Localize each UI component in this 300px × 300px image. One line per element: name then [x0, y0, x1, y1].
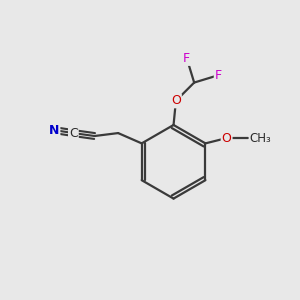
Text: C: C [69, 127, 78, 140]
Text: N: N [49, 124, 59, 136]
Text: CH₃: CH₃ [249, 132, 271, 145]
Text: O: O [222, 132, 232, 145]
Text: F: F [215, 69, 222, 82]
Text: F: F [183, 52, 190, 65]
Text: O: O [171, 94, 181, 107]
